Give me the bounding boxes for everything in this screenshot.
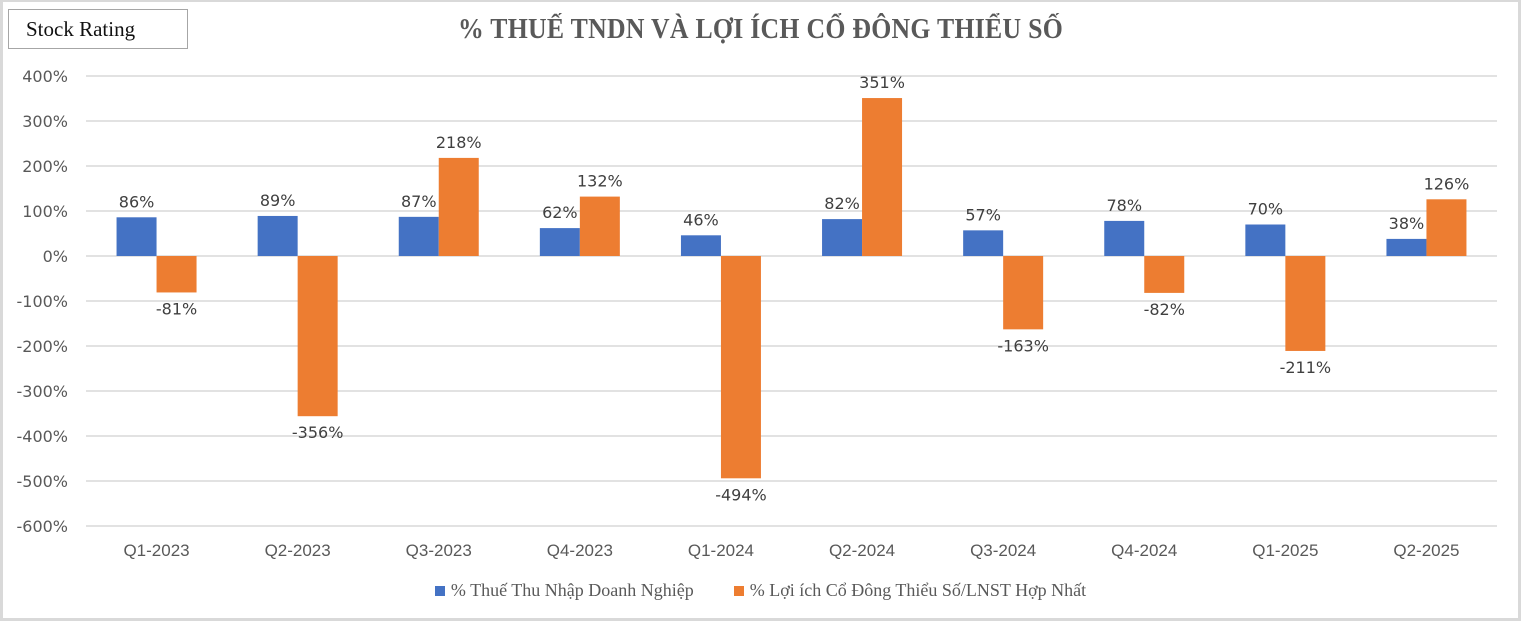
bar-tax (116, 217, 157, 256)
data-label: 78% (1106, 196, 1142, 215)
stock-rating-badge: Stock Rating (8, 9, 188, 49)
bar-minority (1144, 256, 1185, 293)
bar-minority (862, 98, 903, 256)
legend: % Thuế Thu Nhập Doanh Nghiệp % Lợi ích C… (0, 580, 1521, 601)
y-tick-label: 400% (22, 67, 68, 86)
data-label: 132% (577, 172, 623, 191)
bars (116, 98, 1467, 479)
data-label: -211% (1280, 358, 1332, 377)
data-label: -81% (156, 299, 197, 318)
data-label: 62% (542, 203, 578, 222)
legend-item-tax: % Thuế Thu Nhập Doanh Nghiệp (434, 580, 694, 601)
bar-minority (720, 256, 761, 479)
chart-title: % THUẾ TNDN VÀ LỢI ÍCH CỔ ĐÔNG THIỂU SỐ (457, 14, 1064, 45)
data-label: 87% (401, 192, 437, 211)
data-label: -356% (292, 423, 344, 442)
y-tick-label: 0% (43, 247, 68, 266)
data-label: 82% (824, 194, 860, 213)
y-tick-label: -400% (16, 427, 68, 446)
x-tick-label: Q1-2025 (1252, 541, 1318, 560)
bar-minority (1426, 199, 1467, 256)
bar-tax (539, 228, 580, 256)
y-tick-label: 200% (22, 157, 68, 176)
bar-tax (257, 215, 298, 256)
bar-tax (1104, 220, 1145, 256)
data-label: 70% (1248, 200, 1284, 219)
data-label: 351% (859, 73, 905, 92)
data-label: -82% (1144, 300, 1185, 319)
bar-tax (398, 216, 439, 256)
data-label: -163% (997, 336, 1049, 355)
bar-minority (438, 157, 479, 256)
data-label: 218% (436, 133, 482, 152)
data-label: 126% (1424, 174, 1470, 193)
y-tick-label: 300% (22, 112, 68, 131)
data-label: 86% (119, 192, 155, 211)
data-labels: 86% -81% 89% -356% 87% 218% 62% 132% 46% -494% 82%… (119, 73, 1470, 504)
y-tick-label: -200% (16, 337, 68, 356)
y-tick-label: -300% (16, 382, 68, 401)
y-tick-label: 100% (22, 202, 68, 221)
x-tick-label: Q4-2023 (547, 541, 613, 560)
x-tick-label: Q2-2023 (265, 541, 331, 560)
x-tick-label: Q2-2025 (1393, 541, 1459, 560)
x-tick-label: Q2-2024 (829, 541, 895, 560)
legend-label-minority: % Lợi ích Cổ Đông Thiểu Số/LNST Hợp Nhất (749, 580, 1087, 600)
x-tick-label: Q3-2023 (406, 541, 472, 560)
legend-swatch-tax (434, 585, 445, 596)
data-label: 57% (965, 205, 1001, 224)
data-label: 89% (260, 191, 296, 210)
legend-label-tax: % Thuế Thu Nhập Doanh Nghiệp (450, 580, 694, 600)
legend-item-minority: % Lợi ích Cổ Đông Thiểu Số/LNST Hợp Nhất (733, 580, 1087, 601)
x-tick-label: Q4-2024 (1111, 541, 1177, 560)
bar-tax (1245, 224, 1286, 256)
bar-minority (156, 256, 197, 293)
x-tick-label: Q3-2024 (970, 541, 1036, 560)
bar-tax (963, 230, 1004, 256)
bar-minority (1285, 256, 1326, 351)
bar-minority (1003, 256, 1044, 330)
bar-minority (579, 196, 620, 256)
y-tick-label: -100% (16, 292, 68, 311)
data-label: 46% (683, 210, 719, 229)
legend-swatch-minority (733, 585, 744, 596)
y-tick-label: -500% (16, 472, 68, 491)
x-tick-label: Q1-2024 (688, 541, 754, 560)
y-tick-label: -600% (16, 517, 68, 536)
bar-tax (1386, 238, 1427, 256)
data-label: -494% (715, 485, 767, 504)
x-tick-label: Q1-2023 (123, 541, 189, 560)
bar-minority (297, 256, 338, 417)
data-label: 38% (1389, 214, 1425, 233)
bar-tax (680, 235, 721, 256)
x-axis-ticks: Q1-2023 Q2-2023 Q3-2023 Q4-2023 Q1-2024 Q2-20… (123, 541, 1459, 560)
bar-tax (822, 219, 863, 256)
y-axis-ticks: 400% 300% 200% 100% 0% -100% -200% -300% -400% -5… (16, 67, 68, 536)
